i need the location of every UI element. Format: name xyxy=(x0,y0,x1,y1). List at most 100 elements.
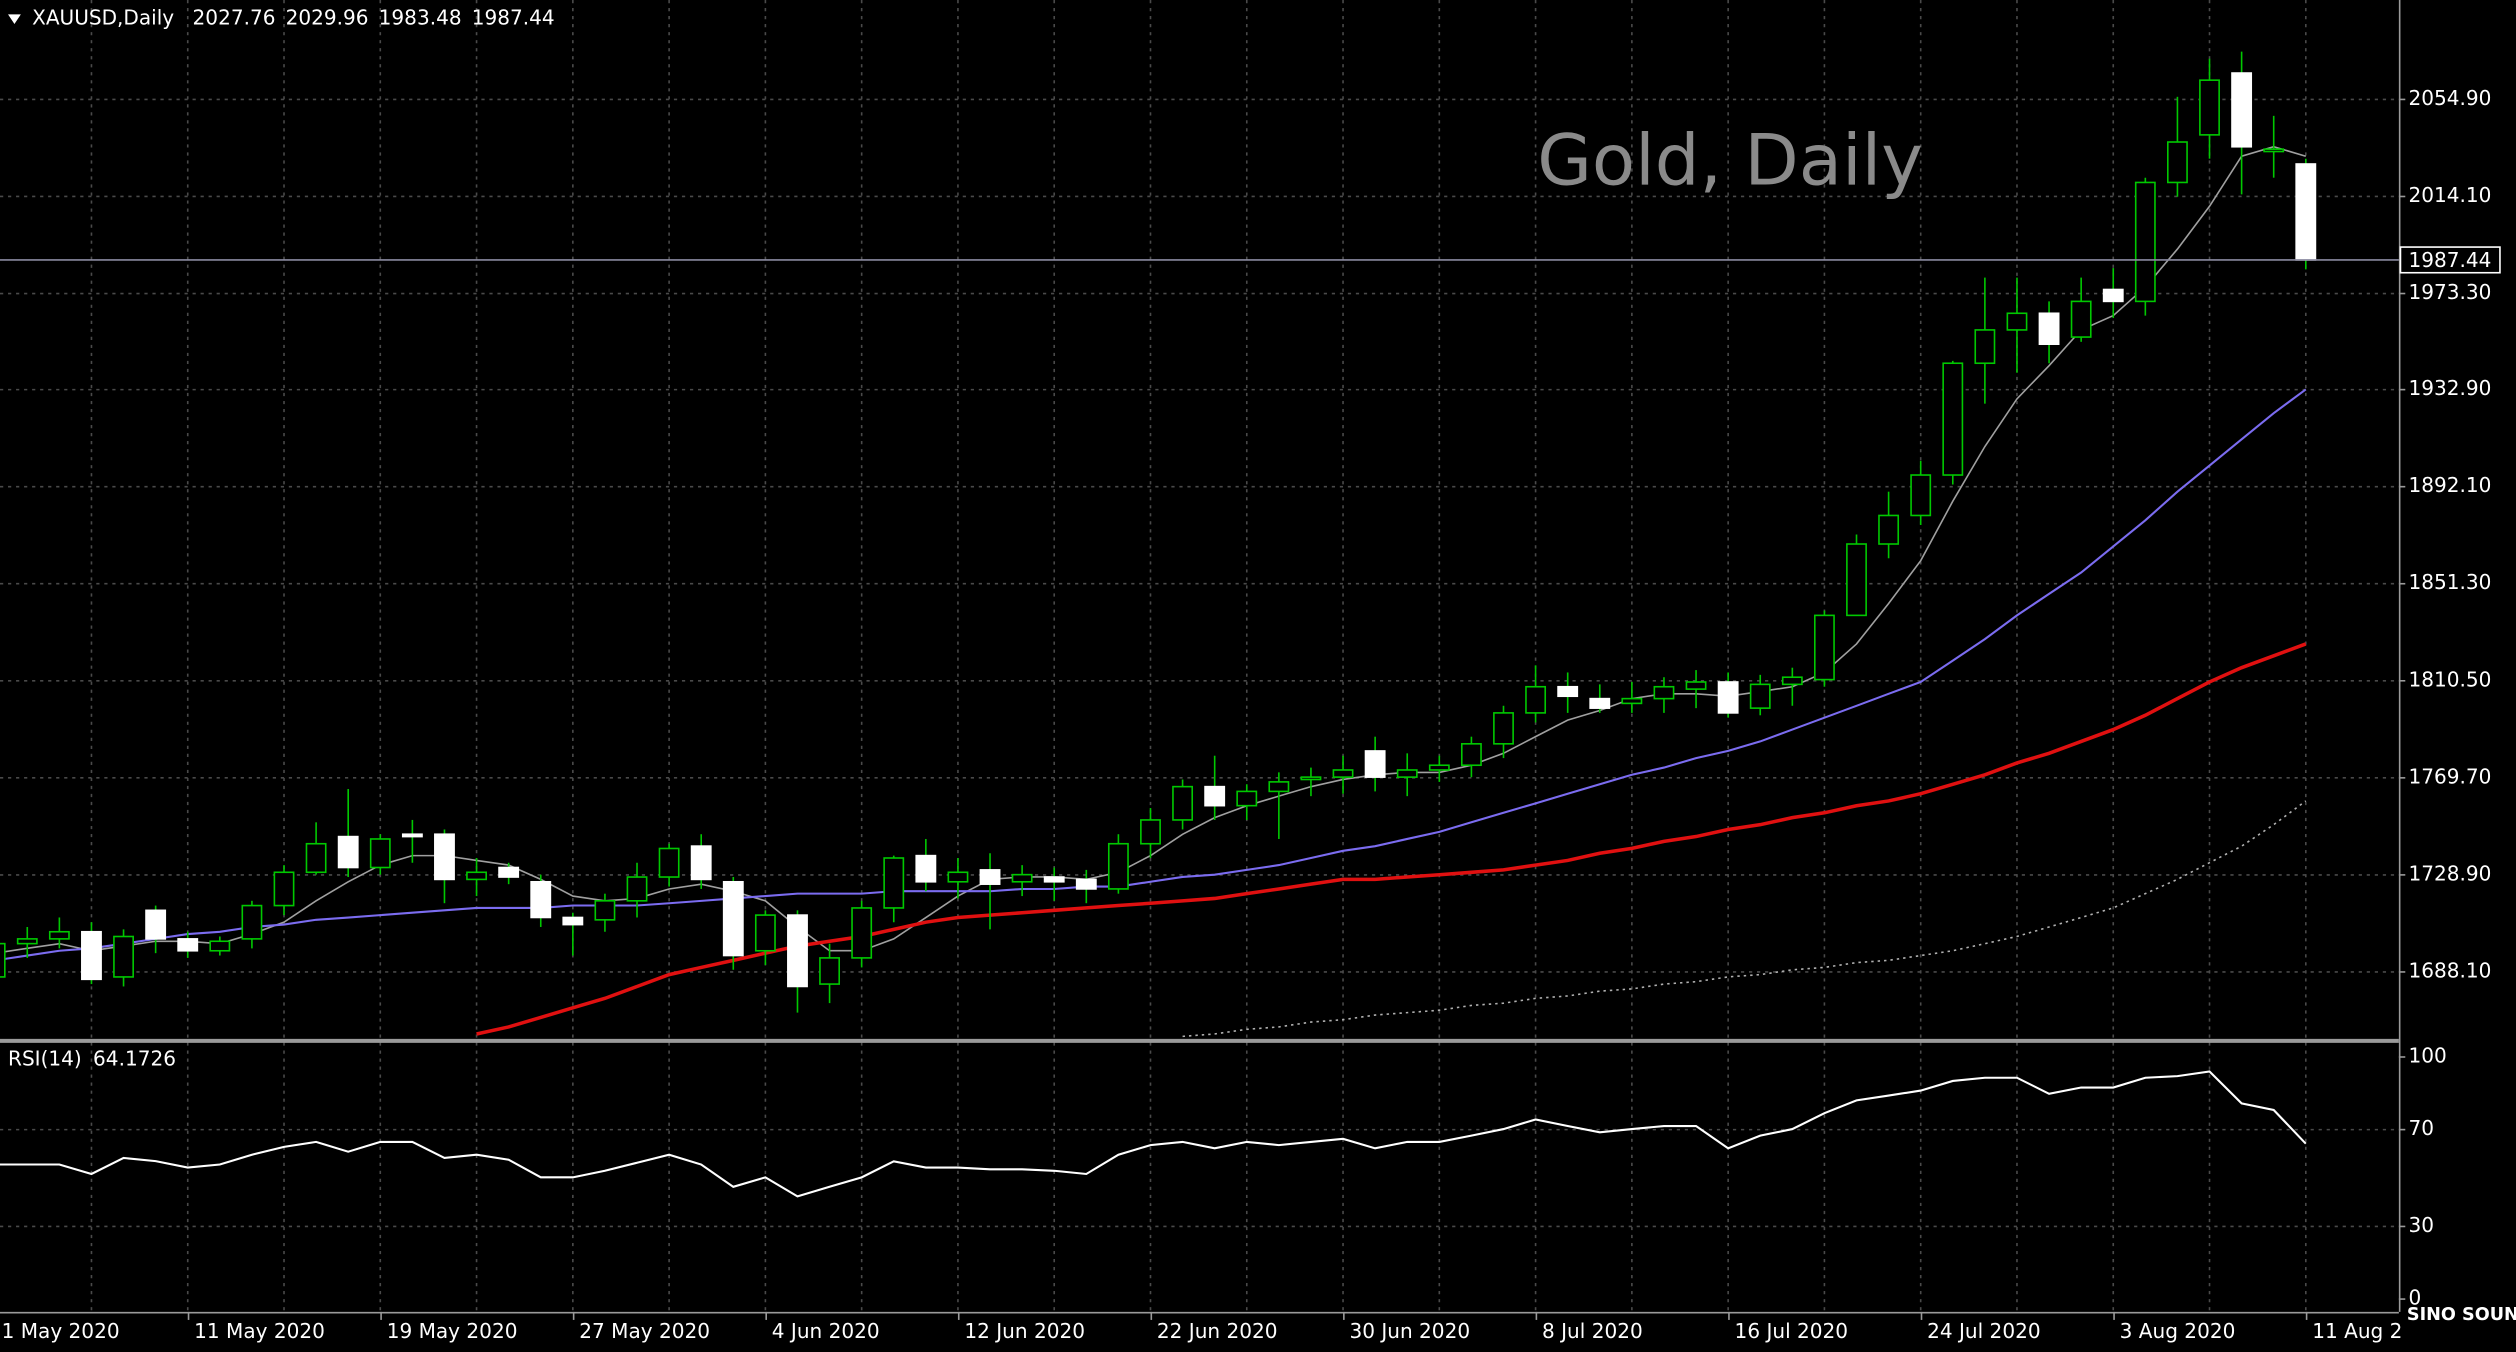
candle-body xyxy=(2295,163,2317,261)
candle-body xyxy=(2199,79,2220,136)
x-tick-label: 19 May 2020 xyxy=(387,1319,518,1343)
candle-body xyxy=(2006,312,2028,331)
candle-body xyxy=(401,833,423,838)
rsi-title: RSI(14) xyxy=(8,1047,82,1071)
plot xyxy=(0,51,2399,1198)
candle-body xyxy=(530,880,552,919)
y-tick-label: 100 xyxy=(2408,1043,2446,1067)
candle-body xyxy=(1493,712,1514,745)
candle-body xyxy=(113,935,134,978)
candle-body xyxy=(562,916,584,926)
y-tick-label: 1932.90 xyxy=(2408,376,2491,400)
candle-body xyxy=(337,835,359,869)
candle-body xyxy=(1653,685,1675,700)
logo: SINO SOUND xyxy=(2407,1305,2516,1325)
x-tick-label: 1 May 2020 xyxy=(2,1319,120,1343)
candle-body xyxy=(979,869,1001,885)
symbol: XAUUSD,Daily xyxy=(32,6,174,30)
y-tick-label: 1851.30 xyxy=(2408,570,2491,594)
rsi-value: 64.1726 xyxy=(93,1047,176,1071)
candle-body xyxy=(1107,842,1129,890)
moving-average xyxy=(1182,800,2307,1038)
candle-body xyxy=(1846,543,1867,617)
candle-body xyxy=(1396,769,1418,778)
grid xyxy=(0,0,2399,1312)
moving-average xyxy=(476,642,2307,1036)
candle-body xyxy=(1268,781,1290,793)
y-tick-label: 1728.90 xyxy=(2408,861,2491,885)
candle-body xyxy=(16,938,38,945)
candle-body xyxy=(1460,743,1482,767)
candle-body xyxy=(658,847,680,878)
candle-body xyxy=(1781,676,1803,686)
candle-body xyxy=(2038,312,2060,346)
candle-body xyxy=(1910,474,1932,517)
rsi-line xyxy=(0,1070,2307,1198)
candle-body xyxy=(1717,681,1739,714)
candle-body xyxy=(722,880,744,957)
y-tick-label: 1973.30 xyxy=(2408,280,2491,304)
candle-body xyxy=(273,871,295,907)
candle-body xyxy=(1557,685,1579,698)
candle-body xyxy=(48,930,70,940)
x-tick-label: 16 Jul 2020 xyxy=(1735,1319,1848,1343)
candle-body xyxy=(1525,685,1547,714)
ohlc-open: 2027.76 xyxy=(193,6,276,30)
y-tick-label: 30 xyxy=(2408,1213,2434,1237)
current-price-label: 1987.44 xyxy=(2408,248,2491,272)
y-tick-label: 1769.70 xyxy=(2408,764,2491,788)
x-tick-label: 12 Jun 2020 xyxy=(964,1319,1085,1343)
candle-body xyxy=(177,938,199,952)
candle-body xyxy=(81,930,102,981)
candle-body xyxy=(1043,876,1065,883)
candle-body xyxy=(915,854,937,883)
candle-body xyxy=(1589,697,1611,709)
candle-body xyxy=(1300,776,1322,781)
candle-body xyxy=(2070,300,2092,338)
x-tick-label: 8 Jul 2020 xyxy=(1542,1319,1643,1343)
candle-body xyxy=(2263,148,2285,153)
x-tick-label: 22 Jun 2020 xyxy=(1157,1319,1278,1343)
candle-body xyxy=(2102,288,2124,303)
x-tick-label: 24 Jul 2020 xyxy=(1927,1319,2040,1343)
candle-body xyxy=(1075,878,1097,890)
candle-body xyxy=(1364,750,1386,778)
candle-body xyxy=(754,914,776,952)
candle-body xyxy=(145,909,167,940)
menu-triangle[interactable] xyxy=(8,14,21,25)
candle-body xyxy=(626,876,648,902)
candle-body xyxy=(1878,514,1900,545)
candle-body xyxy=(851,907,873,959)
candle-body xyxy=(2134,181,2156,303)
candle-body xyxy=(2167,141,2188,184)
candle-body xyxy=(1332,769,1354,778)
x-tick-label: 27 May 2020 xyxy=(579,1319,710,1343)
x-tick-label: 30 Jun 2020 xyxy=(1349,1319,1470,1343)
y-tick-label: 1810.50 xyxy=(2408,667,2491,691)
candle-body xyxy=(1236,790,1258,807)
candle-body xyxy=(241,904,263,940)
y-tick-label: 2054.90 xyxy=(2408,86,2491,110)
logo-box xyxy=(2400,1308,2516,1352)
ohlc-low: 1983.48 xyxy=(379,6,462,30)
candle-body xyxy=(787,914,808,988)
candle-body xyxy=(819,957,841,985)
candle-body xyxy=(690,845,712,881)
candle-body xyxy=(209,940,231,952)
candle-body xyxy=(1172,785,1194,821)
ohlc-close: 1987.44 xyxy=(472,6,555,30)
current-price-box xyxy=(2399,246,2501,274)
y-tick-label: 70 xyxy=(2408,1116,2434,1140)
y-tick-label: 1892.10 xyxy=(2408,473,2491,497)
ohlc-high: 2029.96 xyxy=(286,6,369,30)
candle-body xyxy=(498,866,520,878)
candle-body xyxy=(2231,72,2253,148)
y-tick-label: 2014.10 xyxy=(2408,183,2491,207)
candle-body xyxy=(1942,362,1964,476)
candle-body xyxy=(1813,614,1835,681)
candle-body xyxy=(1749,683,1771,709)
candle-body xyxy=(1011,873,1033,883)
